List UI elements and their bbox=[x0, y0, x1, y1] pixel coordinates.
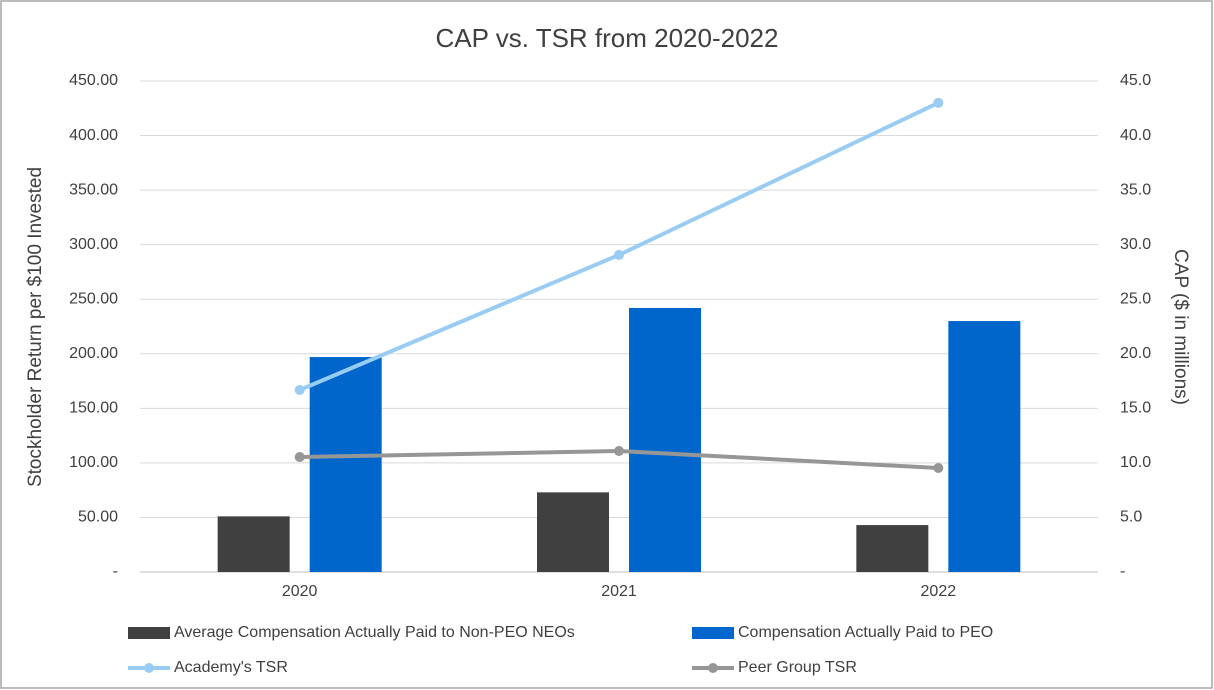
line-marker bbox=[294, 451, 305, 462]
line-marker bbox=[614, 249, 624, 260]
y2-axis-title: CAP ($ in millions) bbox=[1170, 249, 1191, 405]
x-tick-label: 2022 bbox=[921, 583, 957, 600]
y2-tick-label: - bbox=[1120, 563, 1125, 580]
line-marker bbox=[933, 463, 944, 474]
legend-label: Compensation Actually Paid to PEO bbox=[738, 624, 993, 641]
chart-title: CAP vs. TSR from 2020-2022 bbox=[436, 23, 779, 53]
y-tick-label: 250.00 bbox=[69, 290, 118, 307]
y-tick-label: 50.00 bbox=[78, 509, 118, 526]
y2-tick-label: 10.0 bbox=[1120, 454, 1151, 471]
line-marker bbox=[294, 385, 305, 396]
y2-tick-label: 45.0 bbox=[1120, 72, 1151, 89]
legend-swatch bbox=[128, 627, 170, 639]
y-tick-label: 350.00 bbox=[69, 181, 118, 198]
y2-tick-label: 25.0 bbox=[1120, 290, 1151, 307]
legend-label: Average Compensation Actually Paid to No… bbox=[174, 624, 575, 641]
y-tick-label: 400.00 bbox=[69, 127, 118, 144]
y-tick-label: 100.00 bbox=[69, 454, 118, 471]
bar bbox=[217, 516, 290, 572]
y-tick-label: 300.00 bbox=[69, 236, 118, 253]
line-marker bbox=[614, 445, 624, 456]
legend-marker bbox=[144, 663, 154, 673]
y2-tick-label: 5.0 bbox=[1120, 509, 1142, 526]
bar bbox=[948, 321, 1021, 572]
y-tick-label: 150.00 bbox=[69, 400, 118, 417]
x-tick-label: 2021 bbox=[601, 583, 637, 600]
legend-marker bbox=[708, 663, 718, 673]
line-marker bbox=[933, 97, 944, 108]
legend-swatch bbox=[692, 627, 734, 639]
x-tick-label: 2020 bbox=[282, 583, 318, 600]
y2-tick-label: 20.0 bbox=[1120, 345, 1151, 362]
bar bbox=[629, 307, 701, 572]
y-axis-title: Stockholder Return per $100 Invested bbox=[25, 167, 46, 487]
y-tick-label: - bbox=[113, 563, 118, 580]
y-tick-label: 200.00 bbox=[69, 345, 118, 362]
legend-label: Peer Group TSR bbox=[738, 659, 857, 676]
y2-tick-label: 15.0 bbox=[1120, 400, 1151, 417]
bar bbox=[856, 525, 929, 572]
y-tick-label: 450.00 bbox=[69, 72, 118, 89]
bar bbox=[537, 492, 609, 572]
y2-tick-label: 30.0 bbox=[1120, 236, 1151, 253]
y2-tick-label: 35.0 bbox=[1120, 181, 1151, 198]
legend-label: Academy's TSR bbox=[174, 659, 288, 676]
bar bbox=[309, 357, 382, 572]
y2-tick-label: 40.0 bbox=[1120, 127, 1151, 144]
